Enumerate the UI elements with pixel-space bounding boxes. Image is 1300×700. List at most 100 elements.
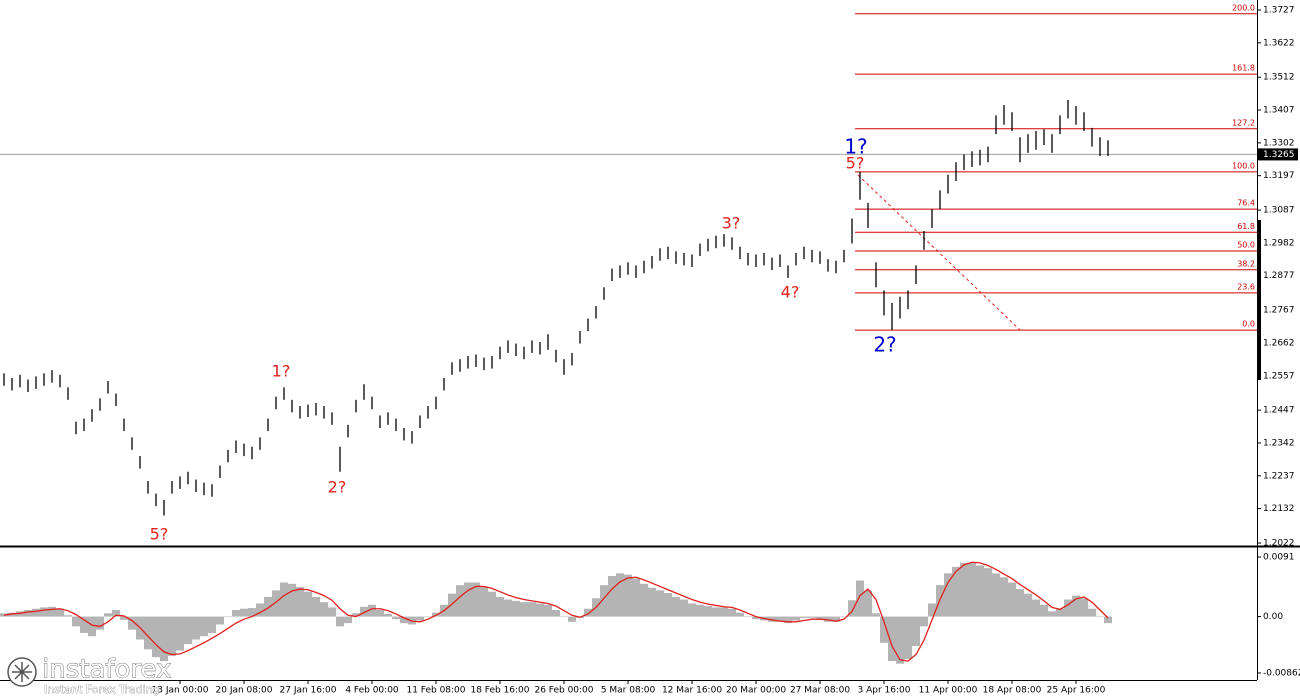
macd-bar — [48, 606, 56, 617]
macd-bar — [96, 616, 104, 630]
wave-label: 1? — [272, 362, 291, 381]
logo-icon-lines — [12, 662, 32, 682]
y-tick-label: 1.2557 — [1263, 371, 1295, 381]
macd-bar — [808, 616, 816, 618]
macd-bar — [328, 607, 336, 617]
macd-bar — [304, 591, 312, 617]
macd-bar — [360, 606, 368, 617]
last-price-label: 1.3265 — [1263, 150, 1295, 160]
macd-bar — [128, 616, 136, 630]
macd-bar — [720, 607, 728, 617]
x-tick-label: 13 Jan 00:00 — [152, 686, 209, 696]
macd-bar — [368, 604, 376, 617]
macd-bar — [480, 586, 488, 617]
macd-bar — [416, 616, 424, 621]
macd-bar — [392, 616, 400, 620]
macd-bar — [752, 616, 760, 620]
macd-bar — [288, 583, 296, 617]
macd-bar — [472, 582, 480, 617]
macd-bar — [352, 613, 360, 617]
macd-bar — [1016, 589, 1024, 617]
macd-bar — [208, 616, 216, 633]
x-tick-label: 26 Feb 00:00 — [534, 686, 593, 696]
y-tick-label: 1.3407 — [1263, 106, 1295, 116]
macd-bar — [120, 616, 128, 620]
macd-bar — [896, 616, 904, 664]
macd-bar — [424, 616, 432, 618]
fib-trend-line — [857, 174, 1021, 331]
macd-bar — [400, 616, 408, 624]
y-tick-label: 1.2237 — [1263, 471, 1295, 481]
macd-bar — [280, 582, 288, 617]
macd-bar — [336, 616, 344, 627]
macd-bar — [840, 616, 848, 618]
macd-bar — [568, 616, 576, 622]
y-tick-label: 0.0091 — [1263, 553, 1295, 563]
macd-bar — [864, 590, 872, 617]
macd-bar — [168, 616, 176, 656]
macd-bar — [528, 602, 536, 617]
macd-bar — [856, 580, 864, 617]
macd-bar — [232, 610, 240, 617]
macd-bar — [64, 615, 72, 617]
x-tick-label: 20 Mar 00:00 — [726, 686, 786, 696]
macd-bar — [880, 616, 888, 643]
macd-bar — [560, 616, 568, 618]
x-tick-label: 12 Mar 16:00 — [662, 686, 722, 696]
macd-bar — [632, 578, 640, 617]
y-tick-label: 1.3512 — [1263, 73, 1295, 83]
macd-bar — [312, 596, 320, 617]
macd-bar — [960, 562, 968, 617]
x-tick-label: 25 Apr 16:00 — [1047, 686, 1106, 696]
macd-bar — [816, 616, 824, 620]
macd-bar — [224, 616, 232, 618]
macd-bar — [952, 566, 960, 617]
x-tick-label: 18 Apr 08:00 — [983, 686, 1042, 696]
macd-bar — [32, 608, 40, 617]
macd-bar — [256, 603, 264, 617]
macd-bar — [1056, 608, 1064, 617]
macd-bar — [80, 616, 88, 633]
macd-bar — [192, 616, 200, 640]
macd-bar — [640, 583, 648, 617]
y-tick-label: 1.2342 — [1263, 438, 1295, 448]
macd-bar — [296, 587, 304, 617]
macd-bar — [688, 603, 696, 617]
scroll-marker — [1258, 220, 1261, 380]
macd-bar — [800, 616, 808, 618]
y-tick-label: 1.2447 — [1263, 406, 1295, 416]
macd-bar — [1024, 593, 1032, 617]
fib-label: 161.8 — [1232, 64, 1255, 73]
macd-bar — [992, 573, 1000, 617]
macd-bar — [56, 608, 64, 617]
macd-bar — [920, 616, 928, 627]
macd-bar — [1104, 616, 1112, 624]
macd-bar — [504, 599, 512, 617]
y-tick-label: 0.00 — [1263, 612, 1283, 622]
macd-bar — [728, 608, 736, 617]
macd-bar — [1008, 582, 1016, 617]
macd-bar — [672, 596, 680, 617]
macd-bar — [664, 593, 672, 617]
last-price-box — [1258, 148, 1298, 161]
macd-bar — [544, 604, 552, 617]
y-tick-label: 1.2982 — [1263, 238, 1295, 248]
macd-bar — [216, 616, 224, 625]
wave-label: 1? — [844, 135, 867, 159]
macd-bar — [696, 604, 704, 617]
macd-bar — [384, 613, 392, 617]
macd-bar — [344, 616, 352, 624]
x-tick-label: 5 Mar 08:00 — [601, 686, 656, 696]
y-tick-label: 1.3197 — [1263, 171, 1295, 181]
macd-bar — [600, 585, 608, 617]
macd-bar — [832, 616, 840, 622]
fib-label: 127.2 — [1232, 118, 1255, 127]
macd-bar — [184, 616, 192, 645]
macd-bar — [176, 616, 184, 651]
macd-bar — [712, 607, 720, 617]
logo: instaforex Instant Forex Trading — [7, 654, 172, 696]
macd-bar — [680, 599, 688, 617]
macd-bar — [456, 585, 464, 617]
y-tick-label: -0.00862 — [1263, 669, 1300, 679]
